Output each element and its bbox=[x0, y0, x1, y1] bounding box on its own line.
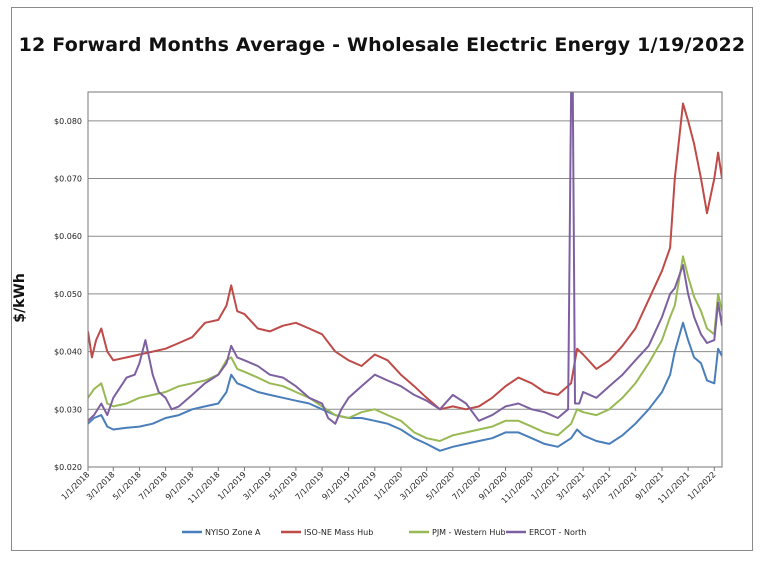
y-tick-label: $0.040 bbox=[54, 348, 82, 357]
series-line-3 bbox=[88, 92, 722, 425]
series-line-2 bbox=[88, 255, 722, 442]
y-tick-label: $0.070 bbox=[54, 175, 82, 184]
gridlines bbox=[88, 120, 722, 468]
legend-label: ERCOT - North bbox=[529, 528, 586, 537]
y-tick-labels: $0.020 $0.030 $0.040 $0.050 $0.060 $0.070 $0.0… bbox=[54, 117, 82, 472]
plot-area-border bbox=[87, 91, 723, 468]
legend: NYISO Zone A ISO-NE Mass Hub PJM - Western… bbox=[182, 528, 586, 537]
x-tick-label: 1/1/2022 bbox=[686, 470, 718, 502]
chart-frame bbox=[11, 7, 753, 551]
legend-label: PJM - Western Hub bbox=[432, 528, 506, 537]
y-tick-label: $0.020 bbox=[54, 463, 82, 472]
y-tick-label: $0.050 bbox=[54, 290, 82, 299]
y-tick-label: $0.030 bbox=[54, 405, 82, 414]
legend-label: ISO-NE Mass Hub bbox=[304, 528, 373, 537]
chart-title: 12 Forward Months Average - Wholesale El… bbox=[18, 34, 746, 56]
x-tick-labels: 1/1/20183/1/20185/1/20187/1/20189/1/2018… bbox=[60, 467, 718, 505]
series-lines bbox=[88, 92, 722, 452]
series-line-1 bbox=[88, 102, 722, 411]
legend-label: NYISO Zone A bbox=[205, 528, 261, 537]
y-tick-label: $0.060 bbox=[54, 232, 82, 241]
series-line-0 bbox=[88, 321, 722, 452]
y-tick-label: $0.080 bbox=[54, 117, 82, 126]
